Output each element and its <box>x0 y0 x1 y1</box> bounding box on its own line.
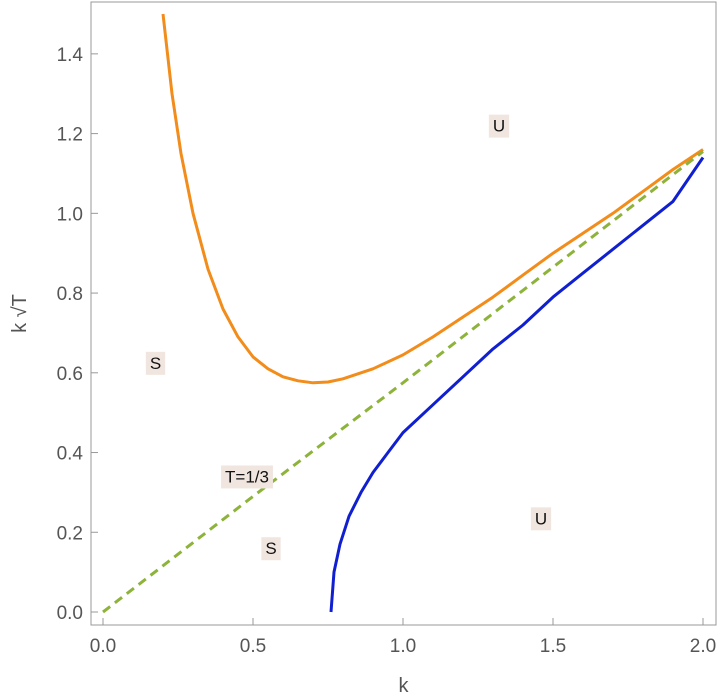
y-axis-label: k √T <box>9 294 31 333</box>
region-label-text: U <box>493 117 505 136</box>
x-tick-label: 0.0 <box>90 636 116 657</box>
region-label: T=1/3 <box>221 465 273 489</box>
region-label-text: S <box>150 354 161 373</box>
region-label: U <box>488 114 510 138</box>
region-label-text: S <box>265 539 276 558</box>
series-line-1 <box>161 13 704 385</box>
series-layer <box>102 13 705 614</box>
y-tick-label: 1.0 <box>57 204 83 225</box>
y-tick-label: 1.2 <box>57 125 83 146</box>
region-label-background <box>488 114 510 138</box>
y-tick-label: 0.2 <box>57 523 83 544</box>
region-label-background <box>530 507 552 531</box>
region-label-text: U <box>535 509 547 528</box>
x-tick-label: 1.0 <box>390 636 416 657</box>
y-tick-label: 0.6 <box>57 364 83 385</box>
region-label-text: T=1/3 <box>225 467 269 486</box>
x-tick-label: 2.0 <box>690 636 716 657</box>
region-label-background <box>221 465 273 489</box>
region-label: S <box>261 537 281 561</box>
x-tick-label: 1.5 <box>540 636 566 657</box>
annotations-layer: U S T=1/3 S U <box>145 114 552 561</box>
series-line-2 <box>329 156 705 613</box>
region-label: S <box>145 351 166 375</box>
y-tick-label: 0.4 <box>57 444 84 465</box>
x-tick-label: 0.5 <box>240 636 266 657</box>
region-label-background <box>261 537 281 561</box>
plot-frame <box>90 1 717 626</box>
axis-ticks: 0.0 0.5 1.0 1.5 2.0 0.0 0.2 0.4 0.6 0.8 1.0 1.2 1.4 <box>57 45 717 657</box>
x-axis-label: k <box>399 675 410 697</box>
y-tick-label: 0.8 <box>57 284 83 305</box>
region-label-background <box>145 351 166 375</box>
y-tick-label: 0.0 <box>57 603 83 624</box>
series-line-3 <box>102 150 704 614</box>
y-tick-label: 1.4 <box>57 45 84 66</box>
region-label: U <box>530 507 552 531</box>
